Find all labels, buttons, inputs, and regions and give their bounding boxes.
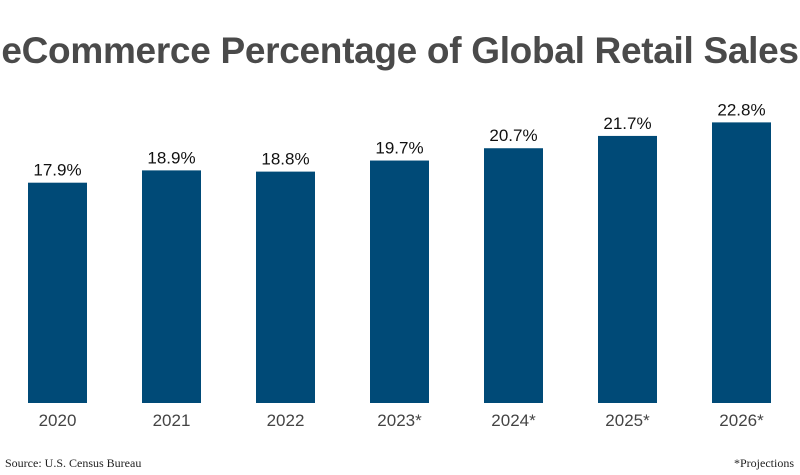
x-tick-label: 2024* — [491, 411, 536, 430]
bar-2020 — [28, 182, 87, 403]
bar-2025* — [598, 135, 657, 403]
data-label: 22.8% — [717, 100, 765, 119]
data-label: 18.9% — [147, 148, 195, 167]
bar-2026* — [712, 122, 771, 403]
x-tick-label: 2023* — [377, 411, 422, 430]
x-tick-label: 2022 — [267, 411, 305, 430]
data-label: 18.8% — [261, 150, 309, 169]
data-label: 17.9% — [33, 161, 81, 180]
data-label: 20.7% — [489, 126, 537, 145]
projections-note: *Projections — [734, 456, 794, 470]
chart-title: eCommerce Percentage of Global Retail Sa… — [1, 30, 799, 71]
source-note: Source: U.S. Census Bureau — [5, 456, 142, 470]
bar-chart: 17.9% 2020 18.9% 2021 18.8% 2022 19.7% 2023* 20.… — [28, 100, 771, 430]
data-label: 21.7% — [603, 114, 651, 133]
x-tick-label: 2025* — [605, 411, 650, 430]
x-tick-label: 2020 — [39, 411, 77, 430]
x-tick-label: 2026* — [719, 411, 764, 430]
bar-2024* — [484, 148, 543, 403]
bar-2023* — [370, 160, 429, 403]
x-tick-label: 2021 — [153, 411, 191, 430]
bar-2022 — [256, 171, 315, 403]
bar-2021 — [142, 170, 201, 403]
data-label: 19.7% — [375, 139, 423, 158]
